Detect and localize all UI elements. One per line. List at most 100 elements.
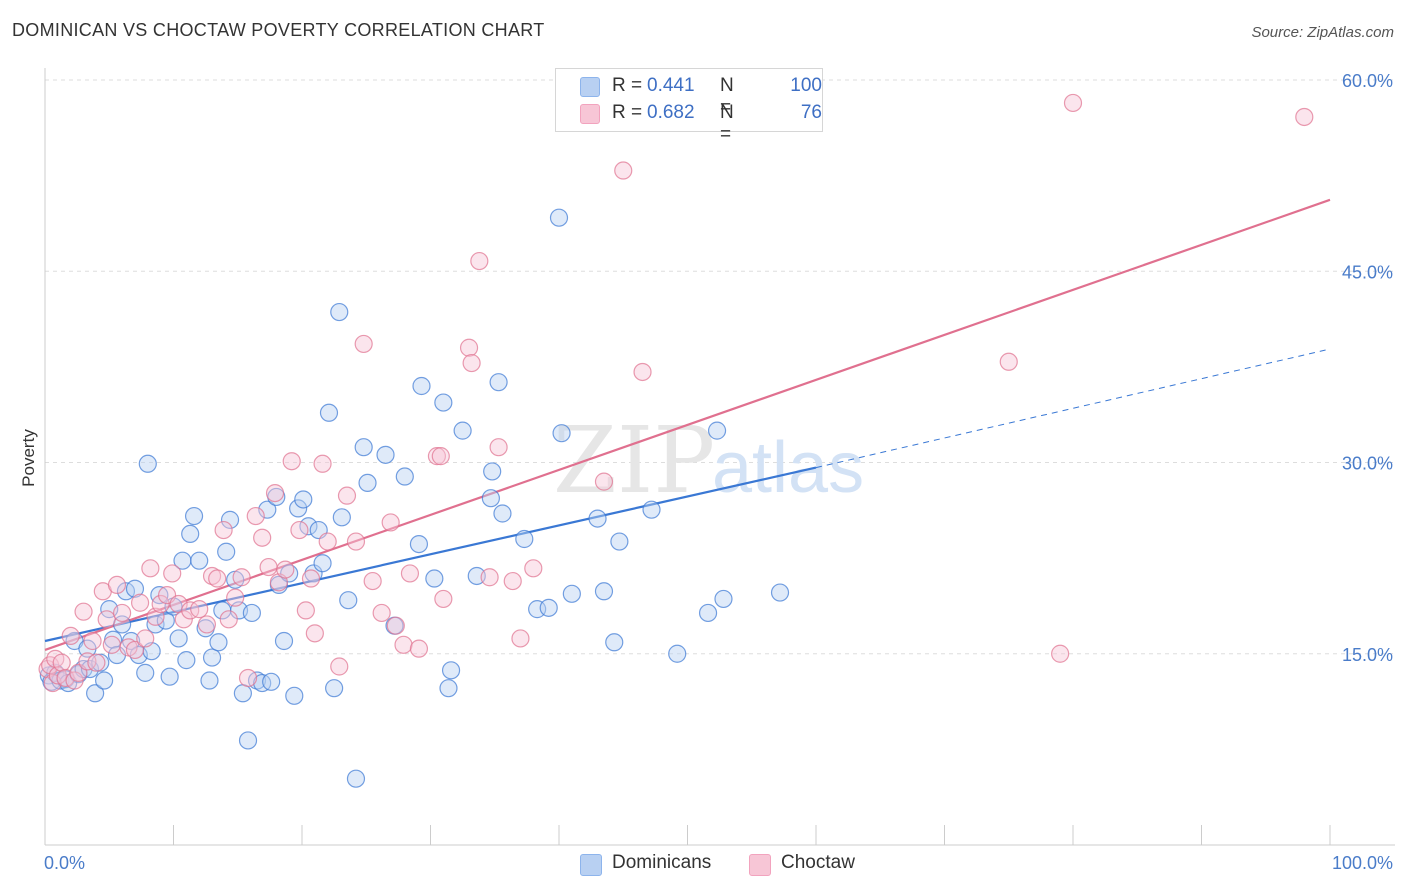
point-choctaw-62 xyxy=(400,564,420,583)
point-choctaw-16 xyxy=(102,635,121,654)
point-choctaw-80 xyxy=(1063,93,1083,113)
x-tick-label-0: 0.0% xyxy=(44,853,85,873)
point-dominicans-60 xyxy=(304,564,323,583)
legend-n-label: N = xyxy=(720,75,734,118)
point-choctaw-13 xyxy=(87,653,106,672)
point-dominicans-62 xyxy=(313,554,332,573)
point-dominicans-13 xyxy=(95,671,114,690)
point-choctaw-70 xyxy=(480,568,499,587)
point-dominicans-63 xyxy=(319,403,339,422)
point-choctaw-22 xyxy=(136,629,155,648)
point-choctaw-60 xyxy=(386,616,405,635)
point-dominicans-81 xyxy=(467,566,486,586)
point-choctaw-33 xyxy=(202,566,222,586)
point-dominicans-71 xyxy=(376,445,395,464)
point-choctaw-57 xyxy=(363,571,382,591)
point-choctaw-51 xyxy=(313,454,332,473)
point-dominicans-45 xyxy=(233,684,252,703)
point-choctaw-7 xyxy=(61,626,80,646)
point-dominicans-22 xyxy=(136,663,155,682)
point-choctaw-43 xyxy=(265,484,285,503)
point-choctaw-42 xyxy=(259,557,278,577)
correlation-legend: R = 0.441 N = 100 R = 0.682 N = 76 xyxy=(555,68,823,145)
legend-n-value: 76 xyxy=(800,102,822,123)
point-dominicans-70 xyxy=(358,473,377,492)
point-dominicans-56 xyxy=(285,686,304,705)
point-choctaw-15 xyxy=(97,610,116,629)
y-tick-label-3: 60.0% xyxy=(1342,71,1393,91)
point-choctaw-55 xyxy=(346,532,366,551)
point-choctaw-18 xyxy=(112,603,132,623)
point-dominicans-86 xyxy=(515,529,534,549)
point-choctaw-36 xyxy=(219,610,238,629)
point-choctaw-64 xyxy=(427,447,447,466)
point-choctaw-39 xyxy=(238,668,258,688)
point-choctaw-68 xyxy=(462,353,481,373)
point-dominicans-39 xyxy=(209,633,228,652)
point-dominicans-11 xyxy=(86,684,105,703)
point-dominicans-76 xyxy=(425,569,444,588)
point-dominicans-80 xyxy=(453,421,472,440)
point-choctaw-20 xyxy=(125,640,145,660)
point-dominicans-65 xyxy=(330,302,349,322)
point-choctaw-10 xyxy=(74,602,93,621)
point-dominicans-42 xyxy=(220,510,240,529)
point-dominicans-37 xyxy=(200,671,219,690)
point-dominicans-57 xyxy=(289,499,308,518)
trend-line-choctaw xyxy=(44,198,1331,651)
point-choctaw-25 xyxy=(151,594,170,614)
series-legend: Dominicans Choctaw xyxy=(0,852,1406,878)
point-choctaw-73 xyxy=(511,629,530,648)
point-dominicans-100 xyxy=(714,589,733,609)
point-choctaw-61 xyxy=(394,635,413,654)
point-choctaw-66 xyxy=(434,589,453,609)
legend-r-label: R = xyxy=(612,75,643,96)
point-dominicans-74 xyxy=(409,534,429,554)
point-dominicans-94 xyxy=(605,633,624,652)
trend-lines xyxy=(44,198,1331,651)
legend-n-label: N = xyxy=(720,102,734,145)
point-choctaw-69 xyxy=(470,251,489,271)
point-choctaw-47 xyxy=(290,520,309,540)
point-dominicans-23 xyxy=(138,454,157,473)
point-dominicans-99 xyxy=(707,421,727,440)
tick-labels: 15.0% 30.0% 45.0% 60.0% 0.0% 100.0% xyxy=(44,71,1393,873)
point-dominicans-101 xyxy=(770,583,790,602)
legend-n-value: 100 xyxy=(790,75,822,96)
gridlines xyxy=(45,79,1395,655)
legend-swatch-choctaw xyxy=(749,854,771,876)
point-choctaw-48 xyxy=(296,601,315,620)
point-choctaw-67 xyxy=(459,338,479,357)
point-choctaw-45 xyxy=(276,560,295,579)
point-dominicans-34 xyxy=(184,506,204,526)
point-dominicans-47 xyxy=(242,603,261,623)
point-choctaw-76 xyxy=(614,161,633,180)
point-choctaw-52 xyxy=(318,532,337,551)
point-choctaw-12 xyxy=(83,631,102,651)
point-dominicans-46 xyxy=(238,731,258,750)
point-choctaw-63 xyxy=(409,639,429,658)
point-dominicans-89 xyxy=(549,208,569,227)
point-dominicans-79 xyxy=(441,661,461,680)
trend-line-dominicans-extension xyxy=(815,348,1331,469)
point-dominicans-95 xyxy=(610,532,629,551)
y-tick-label-0: 15.0% xyxy=(1342,645,1393,665)
point-choctaw-53 xyxy=(330,657,349,676)
point-choctaw-77 xyxy=(633,362,652,382)
legend-swatch-dominicans xyxy=(580,854,602,876)
point-choctaw-41 xyxy=(253,528,272,547)
point-choctaw-37 xyxy=(226,588,245,607)
source-credit: Source: ZipAtlas.com xyxy=(1251,24,1394,41)
chart-title: DOMINICAN VS CHOCTAW POVERTY CORRELATION… xyxy=(12,20,545,40)
legend-swatch-dominicans xyxy=(580,77,600,97)
point-dominicans-38 xyxy=(202,648,222,667)
trend-line-dominicans xyxy=(44,466,817,643)
point-dominicans-73 xyxy=(395,467,414,486)
point-dominicans-96 xyxy=(642,500,661,519)
point-choctaw-58 xyxy=(372,603,391,623)
x-tick-label-1: 100.0% xyxy=(1332,853,1393,873)
point-dominicans-25 xyxy=(146,615,165,634)
point-choctaw-23 xyxy=(141,559,160,578)
point-dominicans-69 xyxy=(354,438,373,457)
